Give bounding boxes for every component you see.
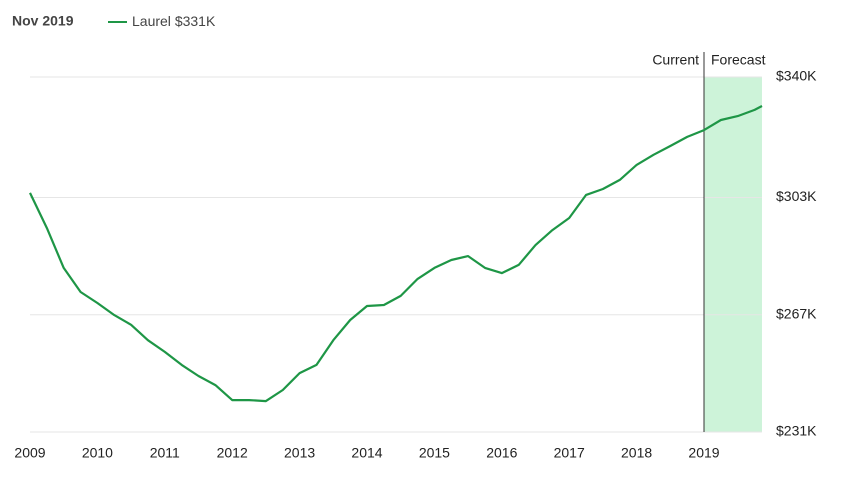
x-tick-label: 2010: [82, 445, 113, 461]
y-tick-label: $340K: [776, 68, 817, 84]
y-tick-label: $231K: [776, 423, 817, 439]
x-tick-label: 2011: [150, 445, 180, 461]
x-tick-label: 2014: [351, 445, 382, 461]
x-tick-label: 2009: [14, 445, 45, 461]
x-tick-label: 2015: [419, 445, 450, 461]
current-label: Current: [652, 52, 699, 68]
x-tick-label: 2013: [284, 445, 315, 461]
y-tick-label: $303K: [776, 188, 817, 204]
forecast-label: Forecast: [711, 52, 766, 68]
x-tick-label: 2018: [621, 445, 652, 461]
date-label: Nov 2019: [12, 13, 74, 29]
legend-label: Laurel $331K: [132, 13, 216, 29]
x-tick-label: 2019: [688, 445, 719, 461]
x-tick-label: 2016: [486, 445, 517, 461]
x-tick-label: 2012: [217, 445, 248, 461]
forecast-region: [704, 77, 762, 432]
legend-value: $331K: [175, 13, 216, 29]
y-tick-label: $267K: [776, 305, 817, 321]
line-series: [29, 105, 763, 403]
legend-name: Laurel: [132, 13, 171, 29]
x-tick-label: 2017: [554, 445, 585, 461]
